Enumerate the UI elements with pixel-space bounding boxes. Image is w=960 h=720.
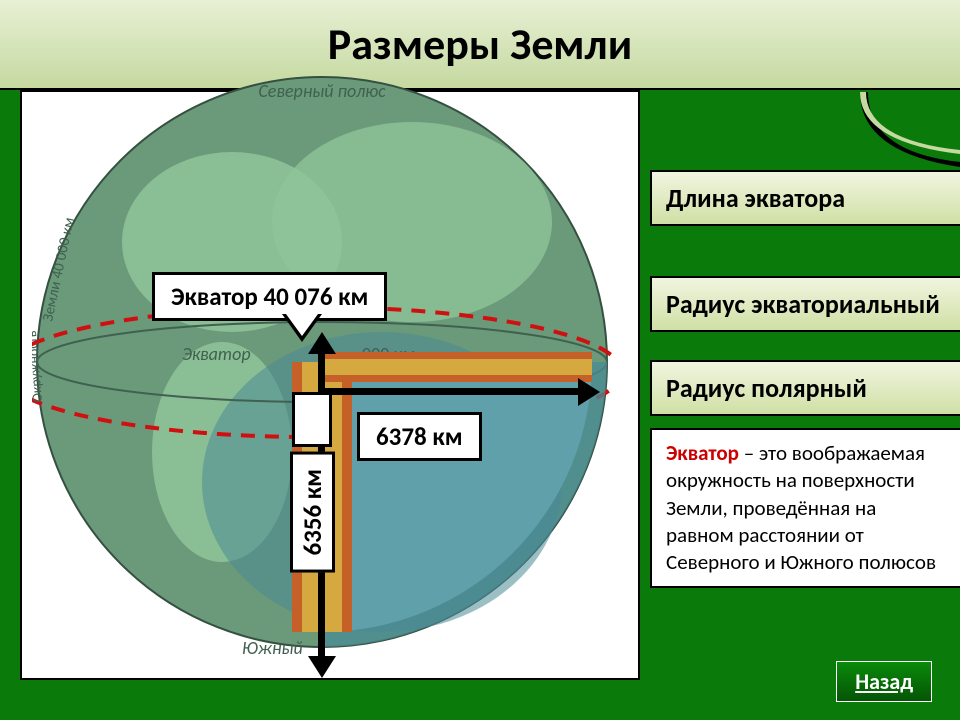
definition-term: Экватор [666, 440, 739, 466]
equator-callout: Экватор 40 076 км [152, 272, 387, 321]
arrow-down-icon [308, 656, 336, 678]
equator-callout-text: Экватор 40 076 км [171, 281, 368, 312]
arrow-up-icon [308, 332, 336, 354]
back-button[interactable]: Назад [836, 661, 932, 702]
south-pole-label: Южный [242, 637, 303, 659]
definition-box: Экватор – это воображаемая окружность на… [650, 428, 960, 588]
sidebar: Длина экватора Радиус экваториальный Рад… [650, 170, 960, 588]
equatorial-radius-text: 6378 км [376, 421, 463, 452]
arrow-right-icon [578, 378, 600, 406]
globe-container: Северный полюс Земли 40 000 км Экватор 0… [22, 92, 638, 678]
label-equatorial-radius: Радиус экваториальный [650, 276, 960, 332]
back-button-label: Назад [855, 668, 913, 695]
corner-decoration [860, 92, 960, 172]
slide: Размеры Земли Северный полюс Земли 40 00… [0, 0, 960, 720]
polar-radius-box: 6356 км [290, 452, 335, 573]
north-pole-label: Северный полюс [258, 80, 386, 102]
equatorial-radius-box: 6378 км [357, 412, 482, 461]
label-polar-radius: Радиус полярный [650, 360, 960, 416]
label-equator-length: Длина экватора [650, 170, 960, 226]
diagram-panel: Северный полюс Земли 40 000 км Экватор 0… [20, 90, 640, 680]
polar-radius-text: 6356 км [297, 469, 328, 556]
center-box [292, 392, 332, 447]
equator-word: Экватор [182, 343, 251, 365]
equatorial-radius-arrow-icon [322, 388, 582, 395]
